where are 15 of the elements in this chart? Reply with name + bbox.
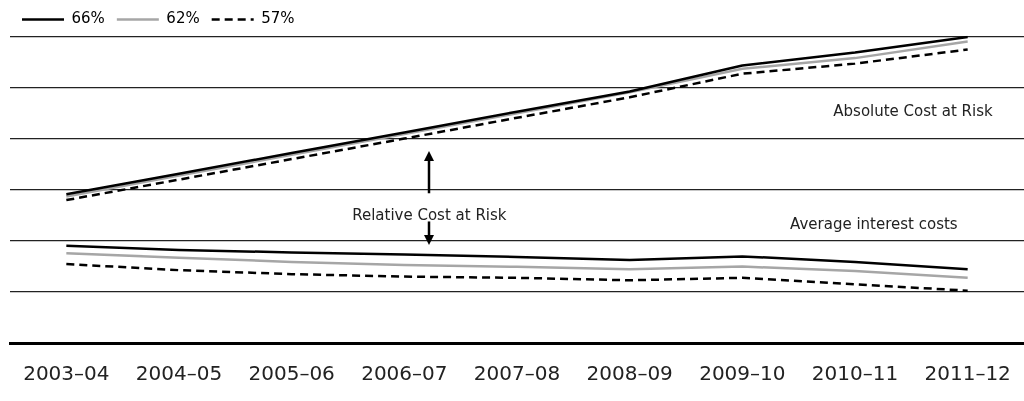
x-tick-label: 2010–11	[811, 361, 899, 386]
annotation: Absolute Cost at Risk	[833, 101, 993, 120]
x-tick-label: 2009–10	[699, 361, 786, 386]
x-tick-label: 2008–09	[586, 361, 673, 386]
x-tick-label: 2007–08	[473, 361, 561, 386]
annotation: Average interest costs	[790, 215, 958, 234]
legend-label: 66%	[71, 9, 105, 28]
x-tick-label: 2003–04	[23, 361, 110, 386]
legend-label: 57%	[261, 9, 295, 28]
x-tick-label: 2011–12	[924, 361, 1011, 386]
x-tick-label: 2004–05	[135, 361, 223, 386]
annotation: Relative Cost at Risk	[352, 205, 507, 224]
x-tick-label: 2006–07	[361, 361, 448, 386]
x-tick-label: 2005–06	[248, 361, 335, 386]
legend-label: 62%	[166, 9, 200, 28]
